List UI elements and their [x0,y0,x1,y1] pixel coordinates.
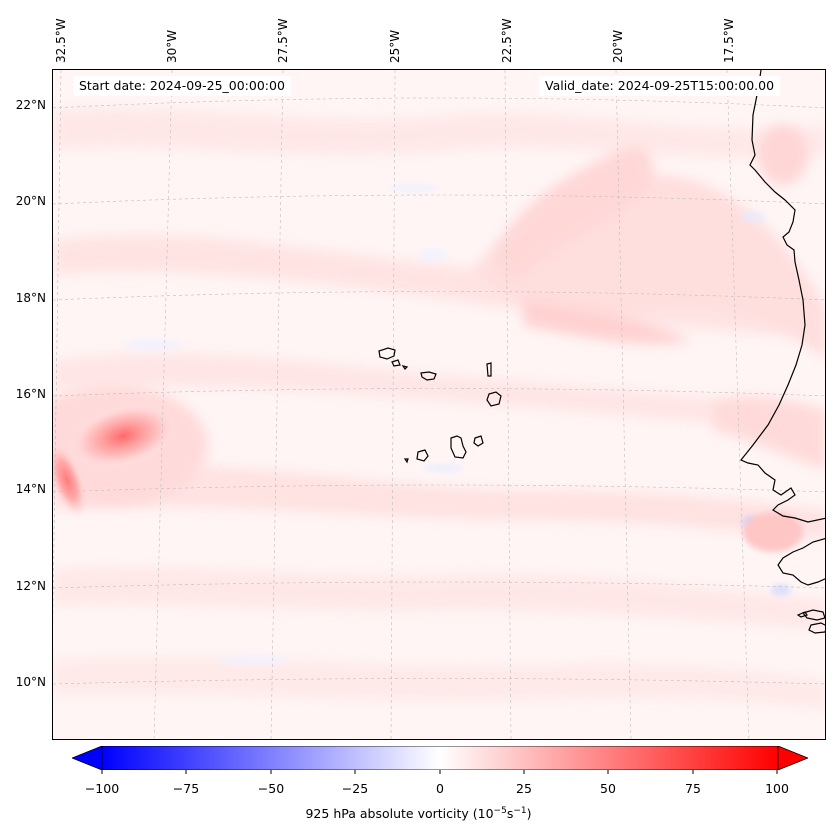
colorbar-tick-label: 75 [685,781,701,796]
lon-label-22-5w: 22.5°W [500,18,514,63]
graticule [53,70,825,739]
lon-label-20w: 20°W [611,29,625,63]
lat-label-20n: 20°N [15,194,46,208]
vorticity-field [53,70,825,739]
lon-label-30w: 30°W [165,29,179,63]
colorbar-high-extend-arrow [777,746,808,770]
lat-label-10n: 10°N [15,675,46,689]
colorbar-gradient [101,746,779,770]
vorticity-bands [53,107,825,710]
africa-coastline [740,70,825,634]
colorbar-tick-label: −100 [84,781,120,796]
map-panel[interactable] [52,69,826,740]
colorbar-low-extend-arrow [72,746,103,770]
colorbar-label: 925 hPa absolute vorticity (10−5s−1) [305,806,532,822]
lon-label-32-5w: 32.5°W [54,18,68,63]
cape-verde-islands [378,347,502,464]
colorbar-tick-label: 50 [600,781,616,796]
colorbar-tick-marks [101,770,778,774]
lat-label-12n: 12°N [15,579,46,593]
colorbar-tick-label: −50 [257,781,285,796]
colorbar-tick-label: 0 [436,781,444,796]
lat-label-22n: 22°N [15,98,46,112]
lon-label-27-5w: 27.5°W [276,18,290,63]
valid-date-label: Valid_date: 2024-09-25T15:00:00.00 [539,76,781,96]
colorbar-tick-label: −25 [341,781,369,796]
lat-label-14n: 14°N [15,482,46,496]
lat-label-16n: 16°N [15,387,46,401]
colorbar [72,746,808,770]
lon-label-25w: 25°W [388,29,402,63]
vorticity-maxima [53,125,808,552]
lon-label-17-5w: 17.5°W [722,18,736,63]
colorbar-tick-label: −75 [172,781,200,796]
colorbar-tick-label: 25 [516,781,532,796]
lat-label-18n: 18°N [15,291,46,305]
start-date-label: Start date: 2024-09-25_00:00:00 [73,76,291,96]
colorbar-tick-label: 100 [765,781,789,796]
